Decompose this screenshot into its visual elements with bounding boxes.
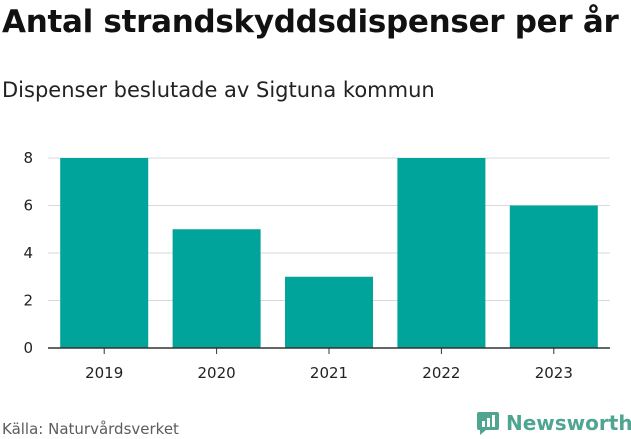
bar-2023 (509, 205, 598, 348)
y-tick-label: 8 (23, 149, 33, 167)
bars (60, 158, 598, 348)
y-tick-label: 4 (23, 244, 33, 262)
x-tick-label: 2020 (198, 364, 236, 382)
x-tick-label: 2023 (535, 364, 573, 382)
x-tick-label: 2022 (422, 364, 460, 382)
newsworthy-logo-icon (477, 412, 499, 435)
chart-title: Antal strandskyddsdispenser per år (2, 4, 619, 40)
axes: 0 2 4 6 8 2019 2020 2021 2022 2023 (23, 149, 610, 382)
chart-subtitle: Dispenser beslutade av Sigtuna kommun (2, 78, 435, 102)
y-tick-label: 6 (23, 197, 33, 215)
bar-2021 (285, 276, 373, 348)
brand-logo: Newsworthy (476, 409, 631, 437)
bar-2020 (172, 229, 261, 348)
x-tick-label: 2021 (310, 364, 348, 382)
bar-chart: 0 2 4 6 8 2019 2020 2021 2022 2023 (23, 149, 610, 382)
brand-name: Newsworthy (506, 411, 631, 435)
source-note: Källa: Naturvårdsverket (2, 420, 179, 438)
y-tick-label: 0 (23, 339, 33, 357)
x-tick-label: 2019 (85, 364, 123, 382)
bar-2019 (60, 158, 149, 348)
bar-2022 (397, 158, 486, 348)
y-tick-label: 2 (23, 292, 33, 310)
